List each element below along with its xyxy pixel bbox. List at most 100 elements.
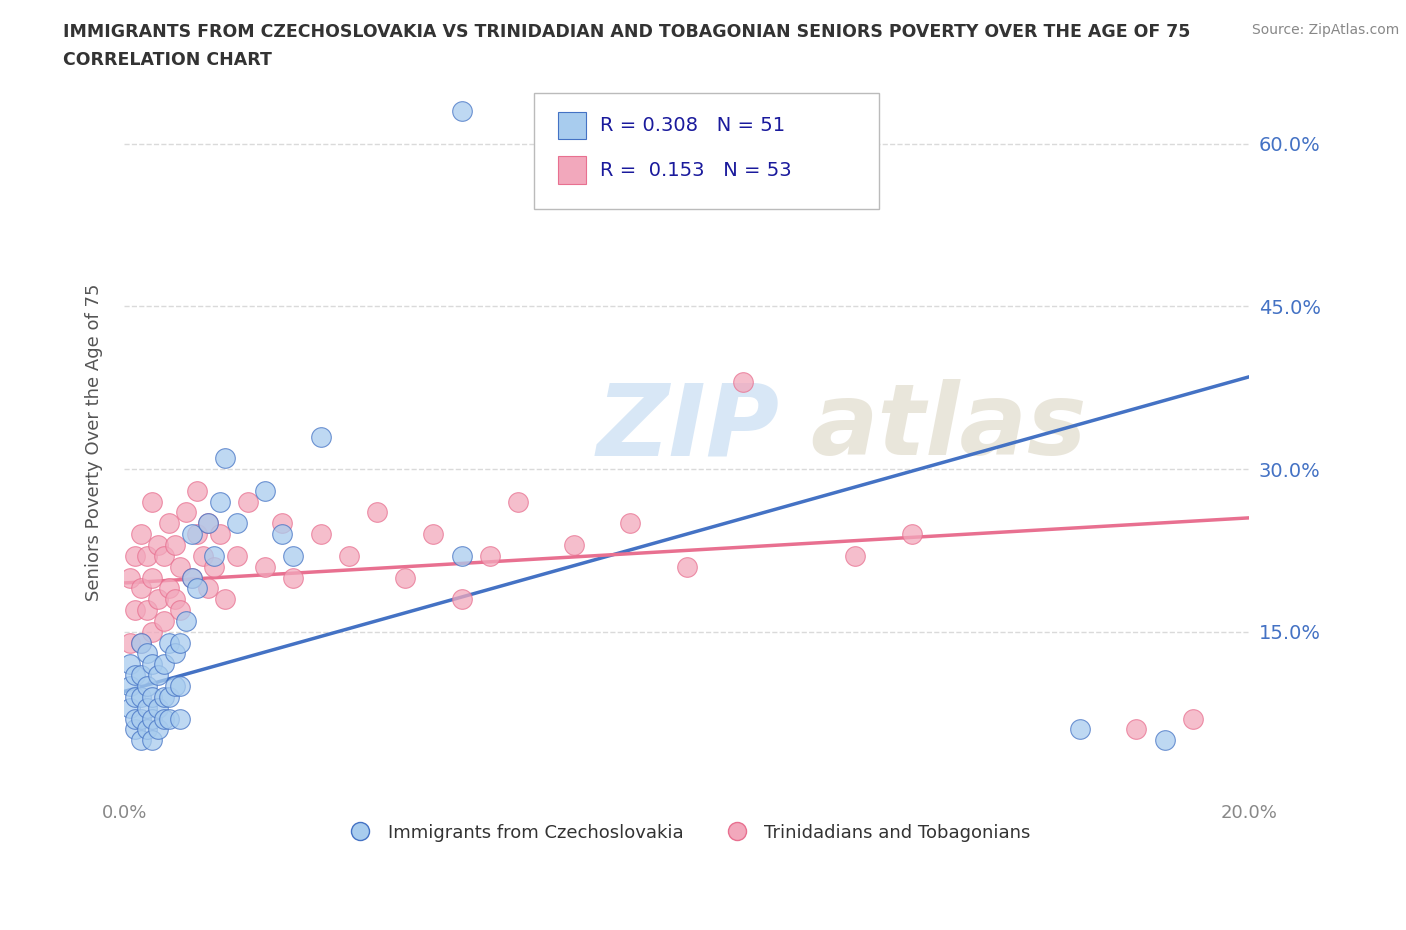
Point [214,451,236,466]
Point [174,505,197,520]
Point [124,668,146,683]
Point [309,429,332,444]
Point [619,516,641,531]
Point [180,570,202,585]
Point [124,711,146,726]
Point [309,526,332,541]
Point [169,679,191,694]
Point [1069,722,1091,737]
Text: ZIP: ZIP [596,379,779,476]
Point [152,711,174,726]
Point [675,559,697,574]
Point [422,526,444,541]
Point [163,591,186,606]
Point [197,516,219,531]
Point [129,668,152,683]
Point [197,516,219,531]
Point [141,570,163,585]
Point [208,494,231,509]
Point [146,538,169,552]
Point [146,700,169,715]
Point [118,700,141,715]
Point [163,646,186,661]
Point [1181,711,1204,726]
Point [180,570,202,585]
Point [118,657,141,671]
Point [124,549,146,564]
Point [129,635,152,650]
Point [844,549,866,564]
Point [186,526,208,541]
Point [124,722,146,737]
Point [562,538,585,552]
Point [478,549,501,564]
Text: R = 0.308   N = 51: R = 0.308 N = 51 [600,116,786,135]
Point [152,657,174,671]
Point [146,722,169,737]
Point [141,657,163,671]
Point [281,570,304,585]
Point [163,679,186,694]
Point [135,646,157,661]
Point [225,549,247,564]
Point [152,614,174,629]
Point [141,494,163,509]
Text: R =  0.153   N = 53: R = 0.153 N = 53 [600,161,792,179]
Point [129,581,152,596]
Point [450,549,472,564]
Point [366,505,388,520]
Point [1153,733,1175,748]
Point [157,581,180,596]
Point [253,484,276,498]
Point [450,591,472,606]
Point [152,549,174,564]
Point [1125,722,1147,737]
Point [169,603,191,618]
Point [135,722,157,737]
Point [163,538,186,552]
Point [208,526,231,541]
Point [157,635,180,650]
Point [135,700,157,715]
Point [197,581,219,596]
Point [202,549,225,564]
Point [236,494,259,509]
Text: CORRELATION CHART: CORRELATION CHART [63,51,273,69]
Point [180,526,202,541]
Point [141,733,163,748]
Point [202,559,225,574]
Text: Source: ZipAtlas.com: Source: ZipAtlas.com [1251,23,1399,37]
Point [129,635,152,650]
Text: atlas: atlas [810,379,1087,476]
Point [174,614,197,629]
Point [169,559,191,574]
Point [214,591,236,606]
Point [152,689,174,704]
Point [118,679,141,694]
Point [186,581,208,596]
Point [146,591,169,606]
Legend: Immigrants from Czechoslovakia, Trinidadians and Tobagonians: Immigrants from Czechoslovakia, Trinidad… [335,817,1038,849]
Point [169,635,191,650]
Point [191,549,214,564]
Point [157,516,180,531]
Point [186,484,208,498]
Point [169,711,191,726]
Point [900,526,922,541]
Point [129,689,152,704]
Point [270,526,292,541]
Point [731,375,754,390]
Point [506,494,529,509]
Point [124,689,146,704]
Point [135,603,157,618]
Point [337,549,360,564]
Point [129,711,152,726]
Point [118,570,141,585]
Point [141,711,163,726]
Point [118,635,141,650]
Point [129,526,152,541]
Point [157,689,180,704]
Y-axis label: Seniors Poverty Over the Age of 75: Seniors Poverty Over the Age of 75 [86,284,103,601]
Point [450,103,472,118]
Point [141,689,163,704]
